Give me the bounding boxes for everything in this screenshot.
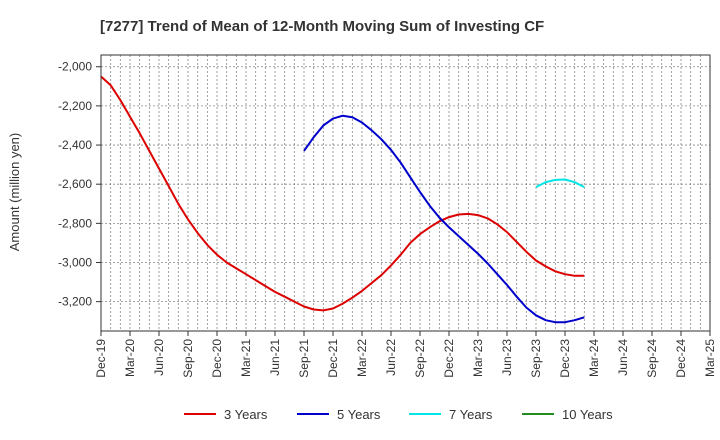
- legend: 3 Years 5 Years 7 Years 10 Years: [184, 407, 613, 422]
- x-tick-label: Sep-20: [181, 339, 195, 378]
- legend-label: 10 Years: [562, 407, 613, 422]
- chart-title: [7277] Trend of Mean of 12-Month Moving …: [100, 18, 544, 35]
- series-line-3-years: [100, 75, 585, 312]
- series-line-7-years: [535, 178, 585, 188]
- y-tick-label: -3,000: [58, 255, 92, 269]
- y-tick-label: -2,200: [58, 99, 92, 113]
- y-tick-label: -2,800: [58, 216, 92, 230]
- legend-label: 5 Years: [337, 407, 381, 422]
- x-tick-label: Sep-23: [529, 339, 543, 378]
- x-axis-ticks: Dec-19 Mar-20 Jun-20 Sep-20 Dec-20 Mar-21 Jun-…: [94, 331, 717, 378]
- y-axis-label: Amount (million yen): [7, 133, 22, 252]
- x-tick-label: Sep-21: [297, 339, 311, 378]
- grid: [101, 55, 710, 331]
- x-tick-label: Dec-21: [326, 339, 340, 378]
- x-tick-label: Jun-24: [616, 339, 630, 376]
- y-axis-ticks: -2,000 -2,200 -2,400 -2,600 -2,800 -3,000 -3,2…: [58, 60, 101, 309]
- x-tick-label: Jun-20: [152, 339, 166, 376]
- y-tick-label: -2,600: [58, 177, 92, 191]
- plot-frame: [100, 54, 711, 332]
- x-tick-label: Dec-22: [442, 339, 456, 378]
- x-tick-label: Mar-22: [355, 339, 369, 377]
- legend-label: 3 Years: [224, 407, 268, 422]
- x-tick-label: Jun-23: [500, 339, 514, 376]
- y-tick-label: -2,400: [58, 138, 92, 152]
- x-tick-label: Mar-21: [239, 339, 253, 377]
- x-tick-label: Sep-24: [645, 339, 659, 378]
- series-line-5-years: [303, 114, 585, 324]
- x-tick-label: Mar-25: [703, 339, 717, 377]
- x-tick-label: Mar-24: [587, 339, 601, 377]
- legend-label: 7 Years: [449, 407, 493, 422]
- x-tick-label: Sep-22: [413, 339, 427, 378]
- x-tick-label: Dec-19: [94, 339, 108, 378]
- series-lines: [100, 75, 585, 324]
- x-tick-label: Jun-22: [384, 339, 398, 376]
- x-tick-label: Dec-23: [558, 339, 572, 378]
- x-tick-label: Jun-21: [268, 339, 282, 376]
- x-tick-label: Mar-23: [471, 339, 485, 377]
- y-tick-label: -3,200: [58, 295, 92, 309]
- x-tick-label: Dec-20: [210, 339, 224, 378]
- x-tick-label: Mar-20: [123, 339, 137, 377]
- y-tick-label: -2,000: [58, 60, 92, 74]
- x-tick-label: Dec-24: [674, 339, 688, 378]
